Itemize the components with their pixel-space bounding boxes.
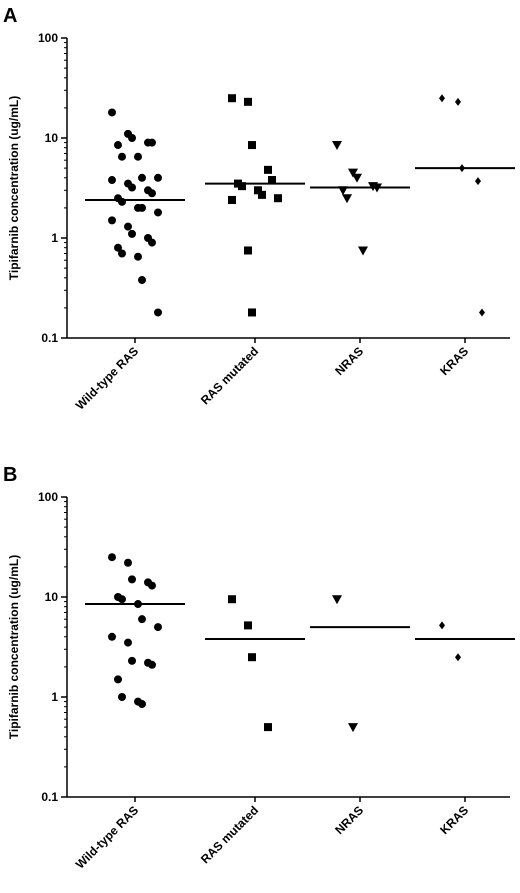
data-point [244,621,252,630]
data-point [108,216,116,225]
data-point [274,194,282,203]
y-tick-label: 1 [51,690,58,704]
data-point [254,186,262,195]
data-point [358,246,368,256]
data-point [348,723,358,733]
data-point [148,660,156,669]
data-point [128,183,136,192]
data-point [244,246,252,255]
data-point [128,656,136,665]
data-point [118,595,126,604]
data-point [108,176,116,185]
y-tick-label: 0.1 [41,331,58,345]
data-point [108,632,116,641]
data-point [248,308,256,317]
data-point [248,141,256,150]
x-tick-label: KRAS [437,803,471,837]
data-point [439,94,445,103]
data-point [154,308,162,317]
data-point [124,222,132,231]
y-tick-label: 0.1 [41,790,58,804]
data-point [258,190,266,199]
data-point [134,252,142,261]
x-tick-label: NRAS [332,344,366,378]
data-point [338,186,348,196]
data-point [138,276,146,285]
data-point [124,558,132,567]
data-point [154,208,162,217]
y-axis-label: Tipifarnib concentration (ug/mL) [7,555,21,739]
x-tick-label: NRAS [332,803,366,837]
data-point [108,553,116,562]
data-point [118,197,126,206]
data-point [134,600,142,609]
y-tick-label: 10 [45,590,59,604]
data-point [128,575,136,584]
data-point [342,194,352,204]
data-point [264,165,272,174]
y-tick-label: 1 [51,231,58,245]
data-point [108,108,116,117]
y-tick-label: 100 [38,31,58,45]
data-point [475,177,481,186]
data-point [148,238,156,247]
data-point [118,693,126,701]
data-point [148,189,156,198]
data-point [118,152,126,161]
data-point [148,138,156,147]
data-point [128,229,136,238]
data-point [138,700,146,709]
data-point [148,581,156,590]
data-point [114,141,122,150]
x-tick-label: RAS mutated [198,803,261,866]
data-point [332,595,342,605]
data-point [455,653,461,662]
data-point [244,97,252,106]
data-point [134,152,142,161]
x-tick-label: Wild-type RAS [73,803,141,871]
data-point [138,173,146,182]
data-point [459,164,465,173]
data-point [439,621,445,630]
data-point [248,653,256,662]
y-tick-label: 100 [38,490,58,504]
data-point [352,173,362,183]
data-point [228,94,236,103]
data-point [264,723,272,732]
data-point [114,675,122,684]
panel-label: B [3,464,17,486]
data-point [114,243,122,252]
data-point [348,168,358,178]
y-axis-label: Tipifarnib concentration (ug/mL) [7,96,21,280]
x-tick-label: RAS mutated [198,344,261,407]
data-point [128,134,136,142]
data-point [118,249,126,258]
data-point [455,97,461,106]
x-tick-label: KRAS [437,344,471,378]
data-point [138,203,146,212]
data-point [154,623,162,632]
data-point [228,195,236,204]
x-tick-label: Wild-type RAS [73,344,141,412]
data-point [124,638,132,647]
data-point [138,615,146,624]
panel-label: A [3,5,17,27]
data-point [238,182,246,191]
data-point [372,183,382,193]
data-point [332,141,342,151]
data-point [268,176,276,185]
y-tick-label: 10 [45,131,59,145]
data-point [154,173,162,182]
data-point [228,595,236,604]
data-point [479,308,485,317]
